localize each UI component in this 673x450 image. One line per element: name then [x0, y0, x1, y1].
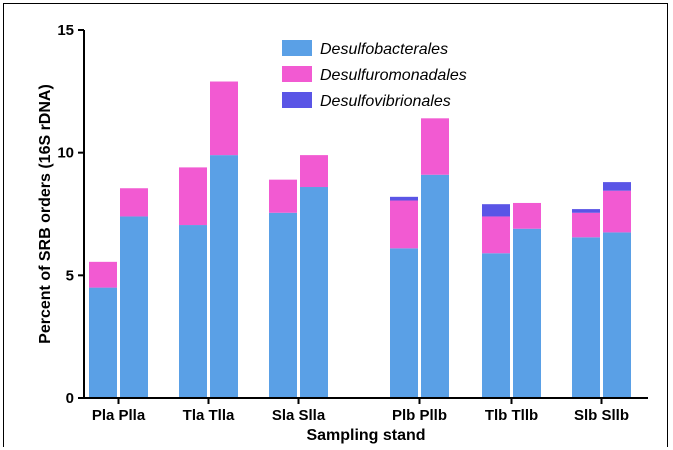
y-tick-label: 15 [57, 22, 74, 39]
bar-segment-tlla-desulfuromonadales [210, 81, 238, 156]
legend-label: Desulfobacterales [320, 41, 448, 58]
x-tick-label: Pla Plla [92, 407, 146, 424]
bar-segment-slla-desulfobacterales [300, 187, 328, 398]
bar-segment-tllb-desulfuromonadales [513, 202, 541, 229]
x-axis-ticks: Pla Plla Tla Tlla Sla Slla Plb Pllb Tlb Tllb… [92, 398, 629, 424]
legend-swatch [282, 92, 312, 108]
x-tick-label: Tla Tlla [183, 407, 235, 424]
bar-segment-plla-desulfobacterales [120, 216, 148, 398]
bar-segment-sllb-desulfobacterales [603, 232, 631, 398]
bar-segment-sllb-desulfovibrionales [603, 182, 631, 191]
bar-segment-tllb-desulfobacterales [513, 228, 541, 398]
y-axis-title: Percent of SRB orders (16S rDNA) [37, 84, 54, 344]
bar-segment-tlb-desulfobacterales [482, 253, 510, 398]
x-tick-label: Slb Sllb [574, 407, 629, 424]
bar-segment-sllb-desulfuromonadales [603, 190, 631, 233]
y-tick-label: 5 [66, 267, 74, 284]
y-tick-label: 10 [57, 145, 74, 162]
figure-frame [3, 3, 668, 447]
bar-segment-pllb-desulfobacterales [421, 174, 449, 398]
bar-segment-slb-desulfobacterales [572, 237, 600, 398]
legend-swatch [282, 66, 312, 82]
x-tick-label: Plb Pllb [392, 407, 447, 424]
x-tick-label: Tlb Tllb [485, 407, 538, 424]
bar-segment-sla-desulfobacterales [269, 212, 297, 398]
x-tick-label: Sla Slla [272, 407, 326, 424]
bar-segment-plb-desulfuromonadales [390, 200, 418, 249]
bar-segment-plb-desulfovibrionales [390, 196, 418, 201]
bar-segment-pllb-desulfuromonadales [421, 118, 449, 175]
bar-segment-tlb-desulfovibrionales [482, 204, 510, 217]
bar-segment-slb-desulfuromonadales [572, 212, 600, 238]
bar-segment-plla-desulfuromonadales [120, 188, 148, 217]
bar-segment-slla-desulfuromonadales [300, 155, 328, 188]
bar-segment-pla-desulfobacterales [89, 287, 117, 398]
bar-segment-sla-desulfuromonadales [269, 179, 297, 213]
bar-segment-tla-desulfobacterales [179, 225, 207, 398]
legend: Desulfobacterales Desulfuromonadales Desul… [282, 40, 467, 110]
legend-label: Desulfuromonadales [320, 67, 467, 84]
bar-segment-plb-desulfobacterales [390, 248, 418, 398]
y-tick-label: 0 [66, 390, 74, 407]
bar-segment-tla-desulfuromonadales [179, 167, 207, 226]
bars-layer [89, 81, 631, 398]
bar-segment-slb-desulfovibrionales [572, 209, 600, 213]
bar-segment-tlb-desulfuromonadales [482, 216, 510, 254]
x-axis-title: Sampling stand [306, 427, 425, 444]
axes-layer [83, 30, 648, 399]
y-axis-ticks: 0 5 10 15 [57, 22, 84, 407]
legend-swatch [282, 40, 312, 56]
legend-label: Desulfovibrionales [320, 93, 451, 110]
bar-segment-pla-desulfuromonadales [89, 261, 117, 288]
bar-segment-tlla-desulfobacterales [210, 155, 238, 398]
